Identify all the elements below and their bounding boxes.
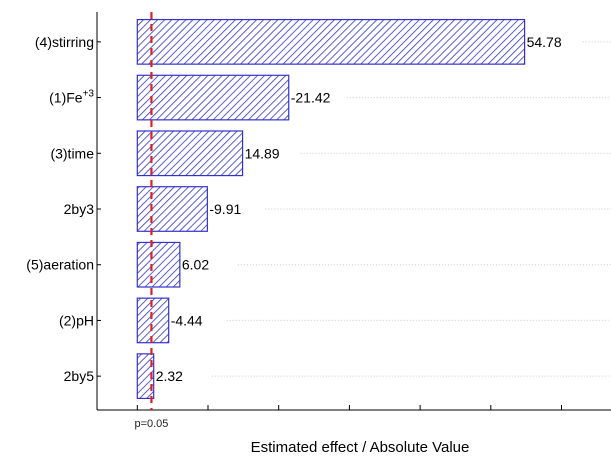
reference-line-layer: p=0.05: [134, 12, 168, 430]
category-label: (3)time: [50, 145, 94, 161]
bar: [136, 353, 155, 400]
category-label: 2by3: [64, 201, 95, 217]
grid-layer: [211, 41, 611, 377]
category-label: (1)Fe+3: [49, 89, 94, 106]
x-axis-title: Estimated effect / Absolute Value: [251, 439, 470, 456]
axis-layer: [96, 12, 611, 411]
label-layer: (4)stirring 54.78 (1)Fe+3 -21.42 (3)time 14.8…: [26, 34, 562, 384]
bar-layer: [136, 18, 526, 400]
bar: [136, 297, 170, 344]
value-label: 14.89: [245, 145, 280, 161]
reference-line-label: p=0.05: [134, 418, 168, 430]
bar: [136, 186, 208, 232]
category-label: (2)pH: [59, 312, 94, 328]
category-label: 2by5: [64, 368, 95, 384]
value-label: 6.02: [182, 257, 209, 273]
bar: [136, 241, 181, 288]
bar: [136, 18, 526, 65]
value-label: 54.78: [527, 34, 562, 50]
value-label: -21.42: [291, 90, 331, 106]
category-label: (5)aeration: [26, 257, 94, 273]
bar: [136, 130, 244, 177]
value-label: 2.32: [156, 368, 183, 384]
bar: [136, 74, 290, 121]
value-label: -9.91: [209, 201, 241, 217]
category-label: (4)stirring: [35, 34, 94, 50]
value-label: -4.44: [171, 312, 203, 328]
